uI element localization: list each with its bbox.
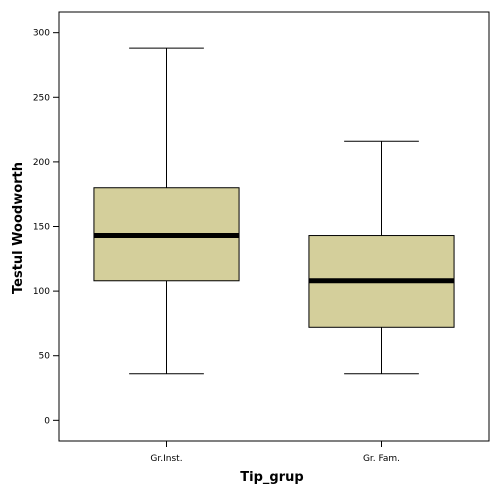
box-2 bbox=[308, 140, 455, 375]
y-tick-label: 300 bbox=[33, 29, 50, 39]
y-axis: 0 50 100 150 200 250 300 bbox=[33, 29, 59, 426]
x-axis: Gr.Inst. Gr. Fam. bbox=[150, 441, 400, 464]
box-1 bbox=[93, 47, 240, 375]
y-tick-label: 0 bbox=[44, 416, 50, 426]
y-tick-label: 200 bbox=[33, 158, 50, 168]
boxes bbox=[93, 47, 455, 375]
x-tick-label: Gr. Fam. bbox=[363, 454, 400, 464]
y-tick-label: 50 bbox=[39, 352, 51, 362]
y-tick-label: 250 bbox=[33, 93, 50, 103]
y-axis-title: Testul Woodworth bbox=[11, 162, 26, 294]
x-tick-label: Gr.Inst. bbox=[150, 454, 182, 464]
y-tick-label: 150 bbox=[33, 223, 50, 233]
x-axis-title: Tip_grup bbox=[240, 470, 303, 485]
y-tick-label: 100 bbox=[33, 287, 50, 297]
